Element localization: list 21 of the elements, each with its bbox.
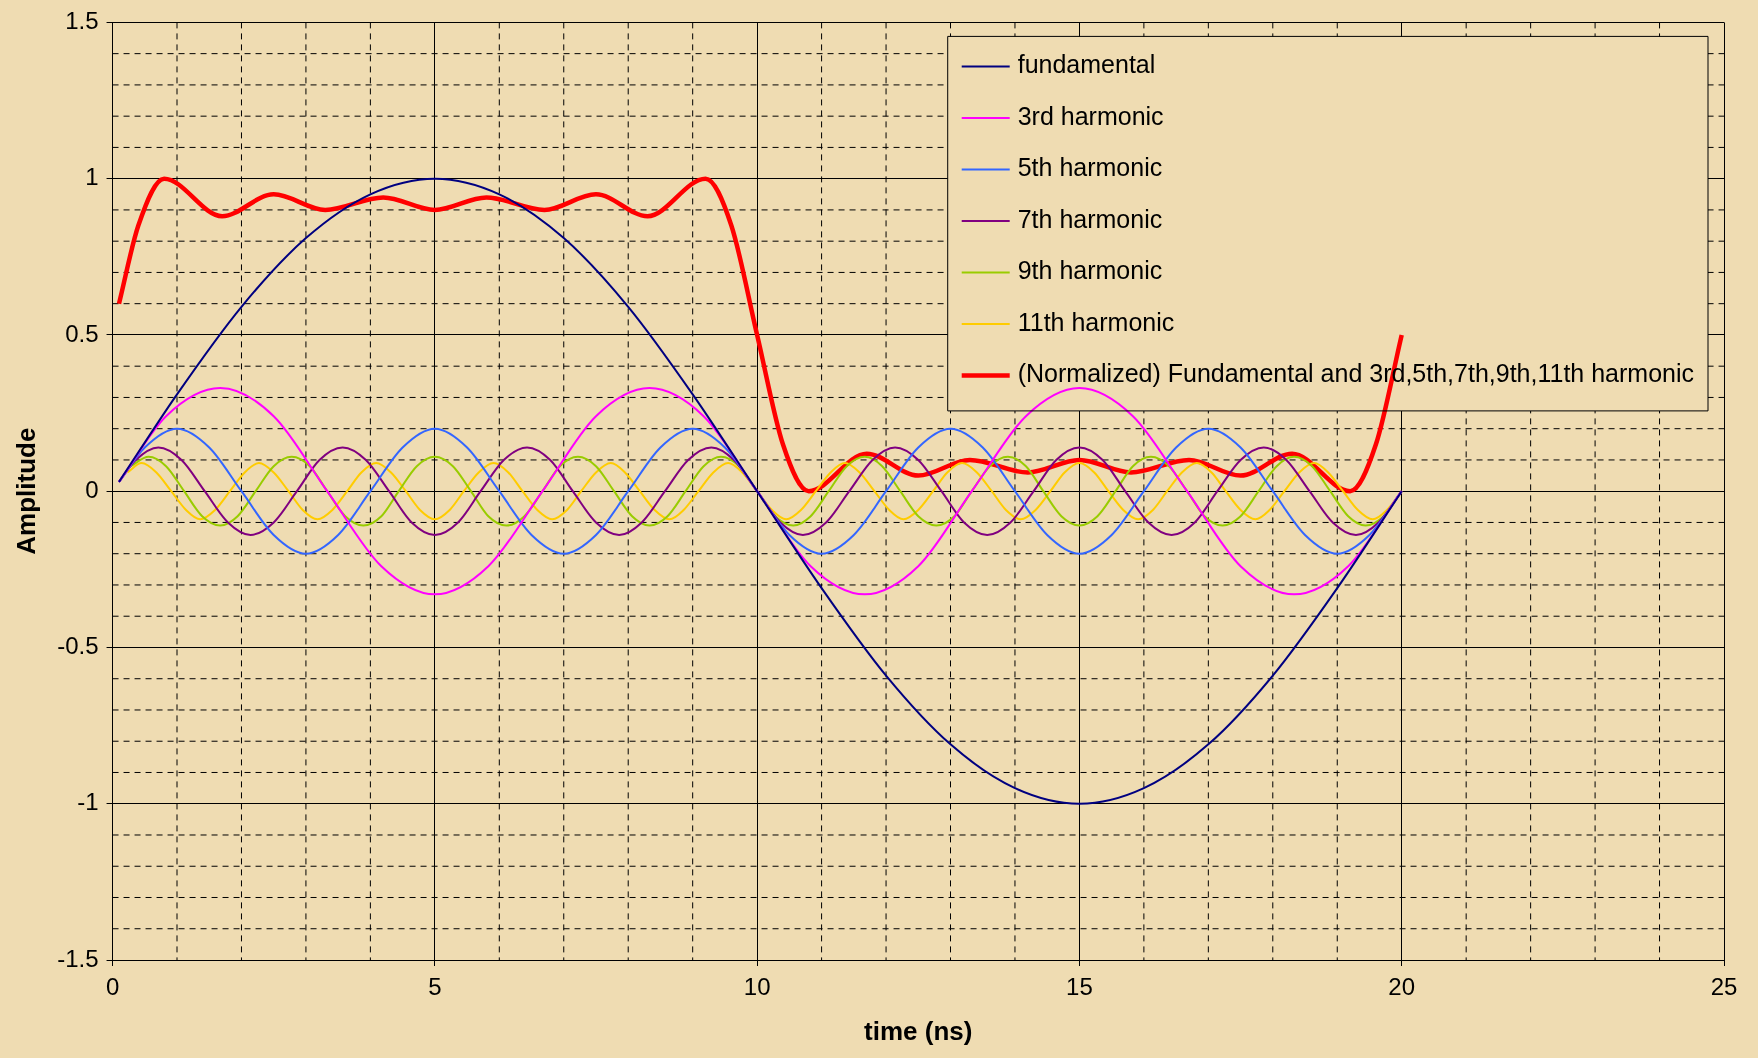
legend-label: fundamental — [1017, 50, 1156, 79]
legend-label: 9th harmonic — [1017, 256, 1163, 285]
y-tick-label: 0.5 — [65, 319, 99, 347]
legend-label: 11th harmonic — [1017, 307, 1175, 336]
y-tick-label: -1 — [77, 788, 99, 816]
y-tick-label: 1.5 — [65, 7, 99, 35]
x-tick-label: 10 — [743, 973, 771, 1001]
x-tick-label: 20 — [1388, 973, 1416, 1001]
y-tick-label: 0 — [85, 475, 99, 503]
y-tick-label: 1 — [85, 163, 99, 191]
legend-label: 7th harmonic — [1017, 204, 1163, 233]
x-tick-label: 5 — [428, 973, 442, 1001]
y-tick-label: -0.5 — [57, 632, 99, 660]
legend-label: 5th harmonic — [1017, 153, 1163, 182]
legend-label: 3rd harmonic — [1017, 101, 1164, 130]
x-axis-title: time (ns) — [864, 1015, 973, 1046]
x-tick-label: 15 — [1066, 973, 1093, 1001]
y-tick-label: -1.5 — [57, 944, 99, 972]
y-axis-title: Amplitude — [10, 427, 41, 555]
x-tick-label: 25 — [1710, 973, 1738, 1001]
x-tick-label: 0 — [105, 973, 120, 1001]
